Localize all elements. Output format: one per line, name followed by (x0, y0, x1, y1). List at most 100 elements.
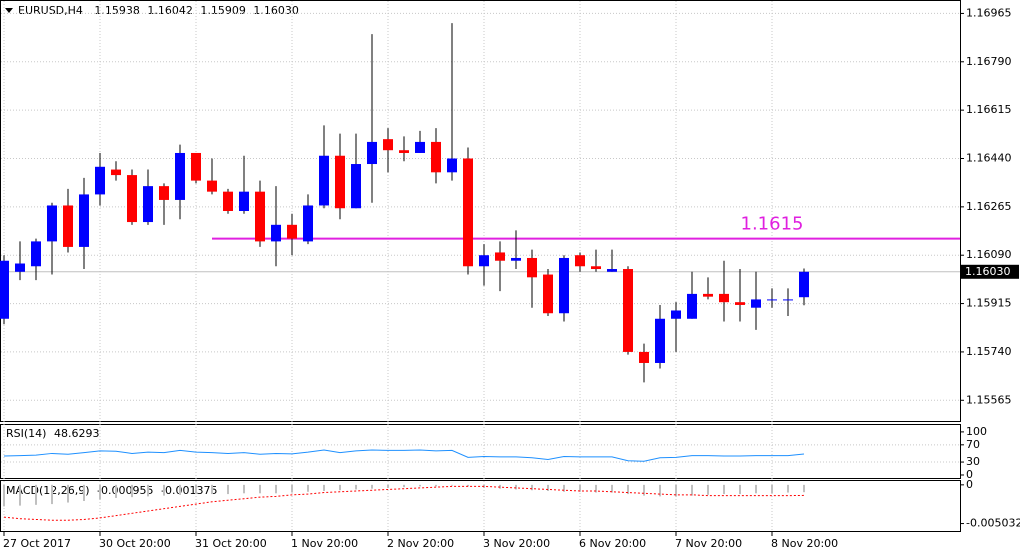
x-tick-label: 7 Nov 20:00 (675, 537, 742, 550)
y-tick-label: 1.16790 (966, 55, 1012, 68)
candle-body (751, 299, 761, 308)
macd-bar (627, 484, 629, 495)
macd-bar (83, 484, 85, 501)
macd-bar (691, 484, 693, 496)
macd-bar (99, 484, 101, 500)
candle-body (639, 351, 649, 363)
candle-body (559, 257, 569, 314)
candle-body (383, 139, 393, 151)
x-tick-label: 2 Nov 20:00 (387, 537, 454, 550)
candle-body (703, 293, 713, 297)
candle-body (591, 266, 601, 270)
y-tick-label: 0 (966, 478, 973, 491)
candle-body (31, 241, 41, 267)
candle-body (543, 274, 553, 314)
main-frame (0, 0, 961, 422)
macd-header: MACD(12,26,9) -0.000955 -0.001375 (6, 484, 217, 497)
macd-bar (291, 484, 293, 493)
last-price-label: 1.16030 (965, 265, 1011, 278)
candle-body (495, 252, 505, 261)
open-value: 1.15938 (94, 4, 140, 17)
macd-bar (675, 484, 677, 497)
candle-body (239, 191, 249, 211)
macd-bar (611, 484, 613, 493)
macd-bar (723, 484, 725, 495)
macd-bar (563, 484, 565, 492)
x-tick-label: 27 Oct 2017 (3, 537, 71, 550)
macd-bar (115, 484, 117, 498)
macd-bar (355, 484, 357, 490)
candle-body (271, 224, 281, 242)
candle-body (783, 299, 793, 301)
macd-bar (515, 484, 517, 490)
macd-bar (371, 484, 373, 489)
candle-body (79, 194, 89, 247)
macd-bar (595, 484, 597, 493)
candle-body (511, 257, 521, 261)
macd-bar (547, 484, 549, 491)
x-tick-label: 3 Nov 20:00 (483, 537, 550, 550)
macd-bar (243, 484, 245, 494)
high-value: 1.16042 (147, 4, 193, 17)
candle-body (255, 191, 265, 242)
macd-bar (467, 484, 469, 487)
macd-value: -0.000955 (97, 484, 153, 497)
candle-body (143, 186, 153, 223)
candle-body (159, 186, 169, 200)
macd-bar (211, 484, 213, 495)
y-tick-label: -0.005032 (966, 517, 1020, 530)
x-tick-label: 31 Oct 20:00 (195, 537, 267, 550)
signal-value: -0.001375 (161, 484, 217, 497)
macd-bar (227, 484, 229, 495)
candle-body (207, 180, 217, 192)
macd-bar (659, 484, 661, 497)
macd-bar (739, 484, 741, 495)
macd-bar (531, 484, 533, 491)
candle-body (575, 255, 585, 267)
candle-body (527, 257, 537, 278)
y-tick-label: 1.16090 (966, 248, 1012, 261)
x-tick-label: 1 Nov 20:00 (291, 537, 358, 550)
signal-line (3, 485, 805, 521)
macd-frame (0, 480, 961, 532)
candle-body (111, 169, 121, 176)
chart-header: EURUSD,H4 1.15938 1.16042 1.15909 1.1603… (18, 4, 299, 17)
y-tick-label: 1.15740 (966, 345, 1012, 358)
x-tick-label: 30 Oct 20:00 (99, 537, 171, 550)
candle-body (15, 263, 25, 272)
y-tick-label: 100 (966, 425, 987, 438)
candle-body (735, 302, 745, 305)
candle-body (223, 191, 233, 211)
macd-bar (147, 484, 149, 497)
y-tick-label: 0 (966, 468, 973, 481)
candle-body (287, 224, 297, 239)
macd-bar (339, 484, 341, 491)
x-tick-label: 6 Nov 20:00 (579, 537, 646, 550)
macd-bar (451, 484, 453, 486)
candle-body (399, 150, 409, 153)
candle-body (47, 205, 57, 242)
macd-bar (755, 484, 757, 494)
y-tick-label: 1.16965 (966, 6, 1012, 19)
candle-body (447, 158, 457, 173)
candle-body (0, 260, 9, 319)
candle-body (463, 158, 473, 267)
macd-bar (275, 484, 277, 494)
macd-bar (195, 484, 197, 495)
macd-bar (771, 484, 773, 494)
menu-arrow[interactable] (5, 8, 13, 13)
close-value: 1.16030 (253, 4, 299, 17)
candle-body (719, 293, 729, 303)
rsi-value: 48.6293 (54, 427, 100, 440)
candle-body (671, 310, 681, 319)
candle-body (799, 271, 809, 298)
symbol: EURUSD,H4 (18, 4, 83, 17)
macd-bar (323, 484, 325, 491)
rsi-frame (0, 424, 961, 479)
macd-bar (51, 484, 53, 505)
rsi-line (3, 449, 805, 462)
macd-bar (579, 484, 581, 492)
y-tick-label: 1.15915 (966, 297, 1012, 310)
